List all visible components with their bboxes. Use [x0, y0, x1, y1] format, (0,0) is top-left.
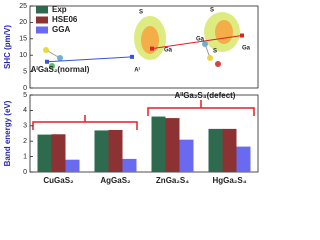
y-tick-label: 3	[23, 123, 27, 130]
y-tick-label: 5	[23, 68, 27, 75]
y-tick-label: 10	[19, 52, 27, 59]
bar	[208, 128, 223, 172]
annotation: Ga	[242, 46, 251, 52]
y-axis-label: Band energy (eV)	[3, 100, 12, 166]
y-tick-label: 2	[23, 138, 27, 145]
annotation: Ga	[164, 48, 173, 54]
y-axis-label: SHC (pm/V)	[3, 25, 12, 69]
y-tick-label: 15	[19, 36, 27, 43]
y-tick-label: 25	[19, 3, 27, 10]
plot-frame	[29, 5, 259, 89]
series-line	[151, 35, 243, 50]
x-tick-label: AgGaS₂	[100, 176, 131, 185]
bar	[37, 134, 52, 172]
bar	[65, 159, 80, 172]
bar	[236, 146, 251, 172]
bar	[151, 116, 166, 172]
legend-label: HSE06	[52, 15, 78, 24]
y-tick-label: 5	[23, 92, 27, 99]
bar	[51, 134, 66, 172]
bar	[165, 118, 180, 172]
y-tick-label: 20	[19, 19, 27, 26]
x-tick-label: CuGaS₂	[43, 176, 74, 185]
bracket	[32, 115, 138, 130]
x-tick-label: HgGa₂S₄	[212, 176, 246, 185]
x-tick-label: ZnGa₂S₄	[156, 176, 189, 185]
point	[130, 54, 134, 59]
y-tick-label: 0	[23, 169, 27, 176]
legend-swatch	[36, 16, 48, 24]
legend-swatch	[36, 26, 48, 34]
y-tick-label: 0	[23, 85, 27, 92]
legend-label: Exp	[52, 5, 67, 14]
legend-swatch	[36, 6, 48, 14]
bracket	[147, 100, 255, 116]
series-line	[46, 56, 133, 63]
y-tick-label: 4	[23, 107, 27, 114]
plot-frame	[29, 94, 259, 173]
bar	[222, 128, 237, 172]
annotation: S	[139, 10, 143, 16]
bar	[179, 139, 194, 172]
annotation: S	[213, 49, 217, 55]
annotation: Aᴵ	[134, 67, 139, 74]
series-label: AᴵGaS₂(normal)	[31, 65, 90, 74]
bar	[94, 130, 109, 172]
point	[150, 46, 154, 51]
point	[240, 33, 244, 38]
legend-label: GGA	[52, 25, 70, 34]
bar	[108, 129, 123, 172]
point	[45, 59, 49, 64]
annotation: S	[210, 8, 214, 14]
bar	[122, 158, 137, 172]
y-tick-label: 1	[23, 153, 27, 160]
annotation: Ga	[196, 37, 205, 43]
crystal-illustrations	[43, 12, 240, 69]
series-label: AᴵᴵGa₂S₄(defect)	[175, 91, 236, 100]
